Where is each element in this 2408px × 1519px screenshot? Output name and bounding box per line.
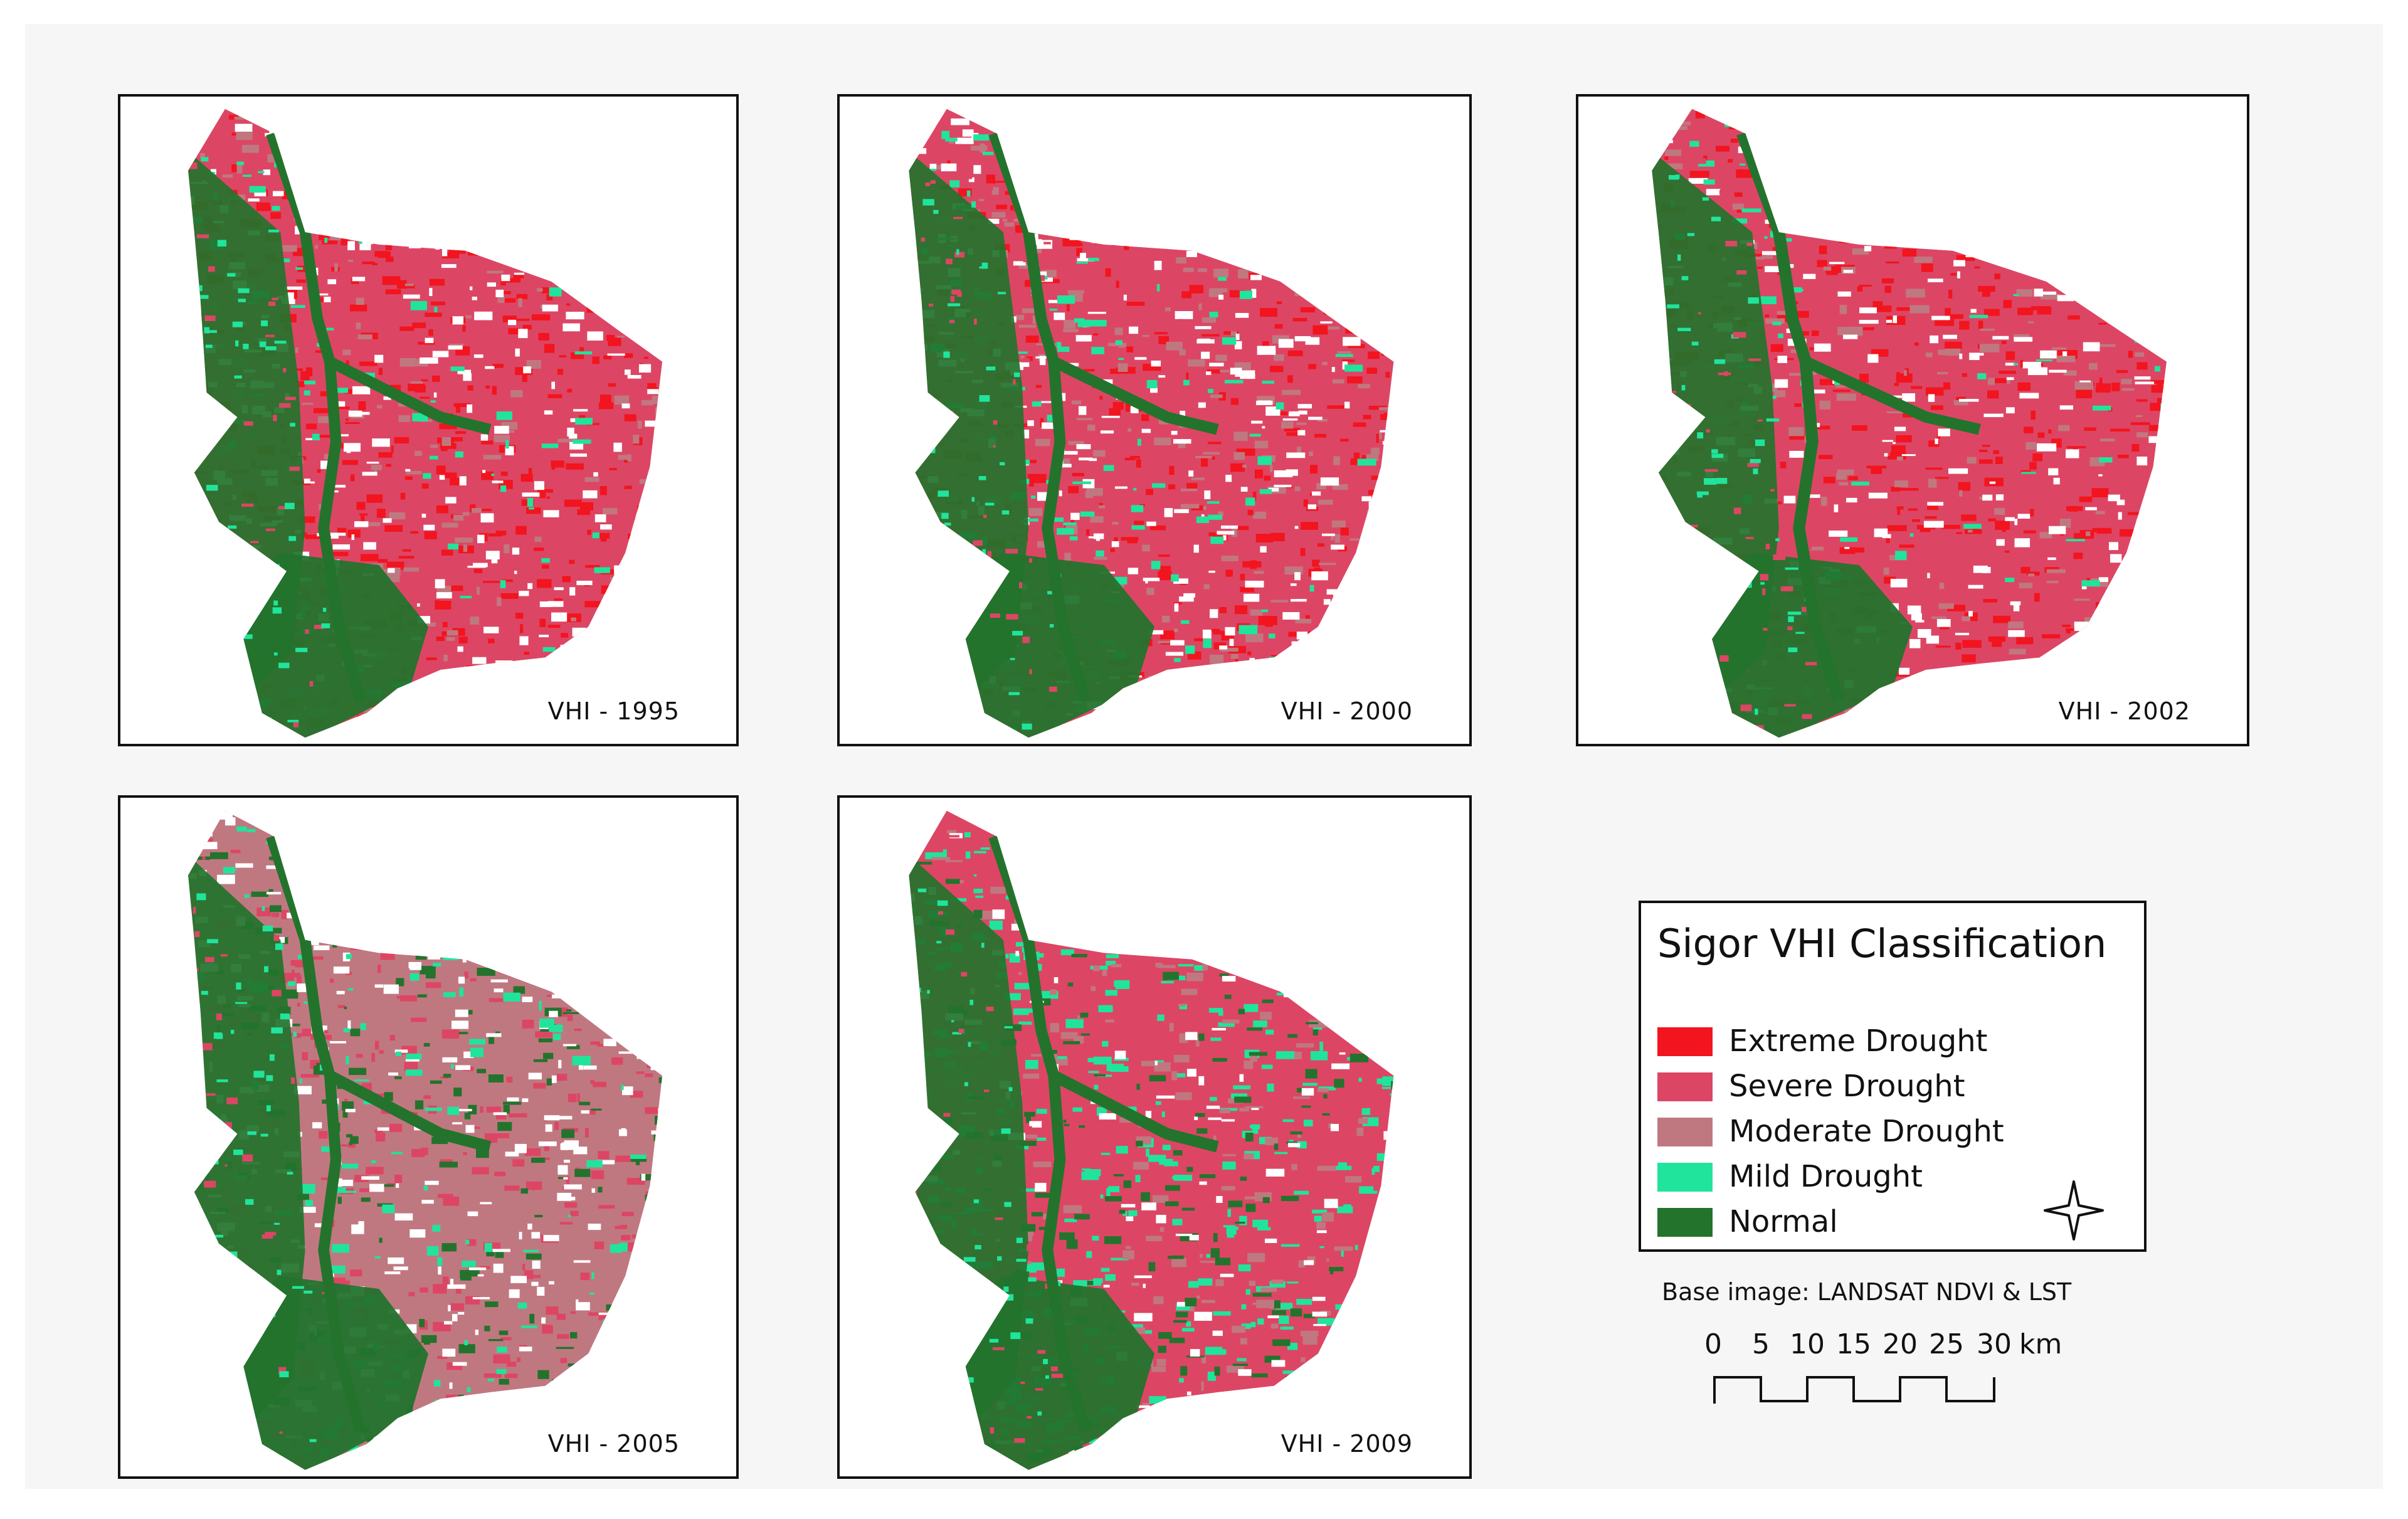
scale-unit: km: [2019, 1328, 2062, 1360]
panel-label: VHI - 2000: [1281, 697, 1413, 725]
region-fill: [188, 810, 663, 1470]
map-panel-2002: VHI - 2002: [1576, 94, 2249, 746]
north-arrow-icon: [2044, 1180, 2104, 1241]
scale-tick: 25: [1929, 1328, 1964, 1360]
scale-tick: 15: [1836, 1328, 1871, 1360]
region-fill: [909, 109, 1394, 738]
scale-tick: 10: [1790, 1328, 1825, 1360]
scale-bar-graphic: [1713, 1376, 1995, 1404]
legend-title: Sigor VHI Classification: [1657, 921, 2107, 966]
vhi-map-1995: [188, 109, 663, 738]
legend-swatch: [1657, 1118, 1713, 1146]
scale-tick: 0: [1704, 1328, 1722, 1360]
region-fill: [1652, 109, 2167, 738]
scale-bar: 0 5 10 15 20 25 30 km: [1704, 1328, 2094, 1410]
panel-label: VHI - 2002: [2058, 697, 2190, 725]
base-image-note: Base image: LANDSAT NDVI & LST: [1662, 1278, 2072, 1306]
map-panel-2005: VHI - 2005: [118, 795, 739, 1479]
region-fill: [909, 810, 1394, 1470]
legend-swatch: [1657, 1208, 1713, 1237]
legend-label: Mild Drought: [1729, 1159, 1923, 1194]
map-panel-2000: VHI - 2000: [837, 94, 1472, 746]
map-panel-2009: VHI - 2009: [837, 795, 1472, 1479]
region-fill: [188, 109, 663, 738]
legend-label: Moderate Drought: [1729, 1114, 2004, 1149]
vhi-map-2000: [909, 109, 1394, 738]
map-panel-1995: VHI - 1995: [118, 94, 739, 746]
panel-label: VHI - 2005: [547, 1430, 680, 1458]
legend-swatch: [1657, 1027, 1713, 1056]
scale-tick: 20: [1883, 1328, 1918, 1360]
legend-swatch: [1657, 1072, 1713, 1101]
vhi-map-2002: [1652, 109, 2167, 738]
map-sheet: VHI - 1995 VHI - 2000 VHI - 2002 VHI - 2…: [25, 24, 2383, 1489]
legend-label: Severe Drought: [1729, 1069, 1965, 1104]
panel-label: VHI - 2009: [1281, 1430, 1413, 1458]
legend-swatch: [1657, 1163, 1713, 1192]
legend-label: Extreme Drought: [1729, 1024, 1988, 1059]
scale-tick: 5: [1752, 1328, 1770, 1360]
legend: Sigor VHI Classification Extreme Drought…: [1639, 901, 2147, 1252]
scale-tick: 30: [1977, 1328, 2012, 1360]
panel-label: VHI - 1995: [547, 697, 680, 725]
vhi-map-2005: [188, 810, 663, 1470]
vhi-map-2009: [909, 810, 1394, 1470]
legend-label: Normal: [1729, 1204, 1838, 1239]
